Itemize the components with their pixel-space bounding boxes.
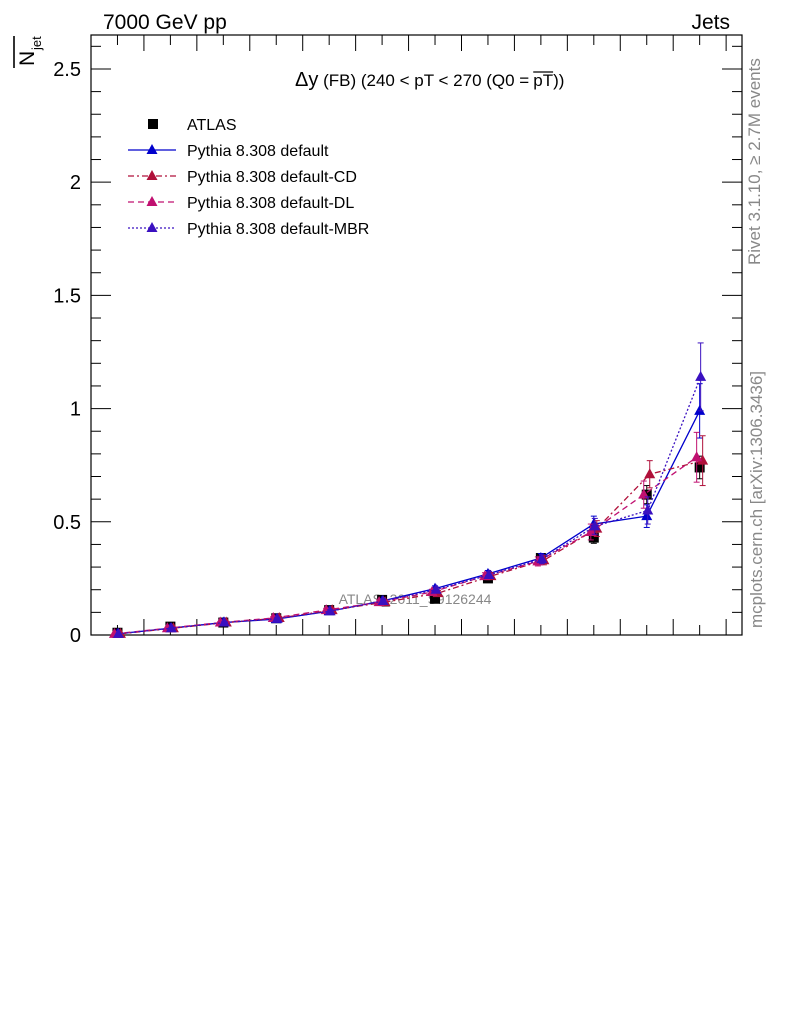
chart-title-close: )) xyxy=(553,71,564,90)
chart-title: Δy (FB) (240 < pT < 270 (Q0 = pT)) xyxy=(295,69,564,91)
mc-point xyxy=(589,520,601,531)
series-2 xyxy=(114,435,709,638)
mc-point xyxy=(430,583,442,594)
legend-label: Pythia 8.308 default-MBR xyxy=(187,221,369,238)
legend-marker xyxy=(148,119,158,129)
series-4 xyxy=(112,342,707,638)
chart-title-delta: Δy xyxy=(295,69,318,91)
y-axis: 0 0.5 1 1.5 2 2.5 xyxy=(53,45,742,647)
mc-point xyxy=(695,370,707,381)
mc-point xyxy=(271,612,283,623)
legend-label: Pythia 8.308 default xyxy=(187,143,329,160)
y-tick-label: 0.5 xyxy=(53,512,81,534)
mc-point xyxy=(585,525,597,536)
y-tick-label: 2 xyxy=(70,172,81,194)
legend: ATLAS Pythia 8.308 default Pythia 8.308 de… xyxy=(128,117,369,238)
y-axis-label-sub: jet xyxy=(29,36,44,51)
y-tick-label: 2.5 xyxy=(53,59,81,81)
mc-point xyxy=(324,605,336,616)
jets-label: Jets xyxy=(691,11,730,34)
mc-point xyxy=(536,553,548,564)
mc-point xyxy=(691,451,703,462)
legend-marker xyxy=(146,196,158,206)
y-axis-label: N jet xyxy=(13,36,44,68)
series-0 xyxy=(112,455,705,638)
legend-marker xyxy=(146,144,158,154)
mc-point xyxy=(697,454,709,465)
series-line xyxy=(120,460,703,635)
mc-point xyxy=(165,622,177,633)
mc-point xyxy=(377,595,389,606)
chart-title-pt: pT xyxy=(533,71,553,90)
plot-frame xyxy=(90,34,743,636)
y-tick-label: 0 xyxy=(70,625,81,647)
mc-point xyxy=(644,468,656,479)
mc-point xyxy=(483,569,495,579)
x-axis xyxy=(90,35,727,635)
mc-point xyxy=(642,504,654,515)
y-tick-label: 1 xyxy=(70,399,81,421)
rivet-label: Rivet 3.1.10, ≥ 2.7M events xyxy=(745,58,764,265)
data-point xyxy=(430,593,441,604)
series-line xyxy=(118,376,702,635)
data-point xyxy=(694,462,705,473)
legend-item: Pythia 8.308 default-DL xyxy=(128,195,354,212)
mcplots-label: mcplots.cern.ch [arXiv:1306.3436] xyxy=(747,371,766,628)
series-3 xyxy=(108,431,703,638)
mc-point xyxy=(218,616,230,627)
legend-label: ATLAS xyxy=(187,117,237,134)
mc-point xyxy=(694,404,706,415)
legend-label: Pythia 8.308 default-CD xyxy=(187,169,357,186)
y-tick-label: 1.5 xyxy=(53,285,81,307)
data-point xyxy=(588,532,599,543)
y-axis-label-main: N xyxy=(16,51,39,66)
mc-point xyxy=(638,488,650,499)
mc-point xyxy=(112,627,124,638)
chart-title-rest: (FB) (240 < pT < 270 (Q0 = xyxy=(318,71,529,90)
legend-item: Pythia 8.308 default-MBR xyxy=(128,221,369,238)
legend-item: Pythia 8.308 default-CD xyxy=(128,169,357,186)
energy-label: 7000 GeV pp xyxy=(103,11,227,34)
series-layer xyxy=(108,342,709,638)
series-line xyxy=(114,456,698,635)
legend-marker xyxy=(146,170,158,180)
legend-marker xyxy=(146,222,158,232)
mc-point xyxy=(641,510,653,521)
legend-item: ATLAS xyxy=(148,117,237,134)
legend-label: Pythia 8.308 default-DL xyxy=(187,195,354,212)
legend-item: Pythia 8.308 default xyxy=(128,143,329,160)
